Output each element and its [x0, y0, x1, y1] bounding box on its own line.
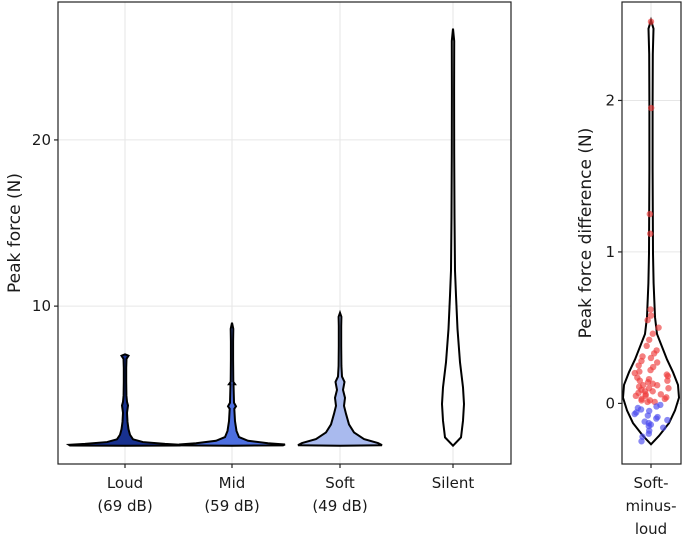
right-panel: 0 1 2 Soft-minus-loud [605, 1, 682, 538]
data-point [653, 403, 660, 410]
x-tick-label-0: Soft-minus-loud [625, 474, 676, 538]
data-point [646, 336, 653, 343]
x-tick-label-line: Mid [219, 474, 246, 492]
x-tick-label-line: (49 dB) [312, 497, 367, 515]
data-point [647, 366, 654, 374]
data-point [644, 398, 651, 406]
data-point [647, 18, 655, 25]
violin-0 [65, 353, 185, 447]
x-tick-label-line: Soft [325, 474, 355, 492]
data-point [664, 416, 671, 424]
violin-1 [178, 322, 286, 447]
violin-3 [440, 28, 466, 448]
data-point [644, 316, 651, 324]
x-tick-label-line: loud [635, 520, 667, 538]
data-point [655, 324, 662, 331]
data-point [644, 412, 652, 419]
data-point [638, 438, 645, 445]
data-point [647, 104, 655, 112]
right-y-axis-title: Peak force difference (N) [576, 128, 596, 339]
data-point [649, 388, 656, 395]
data-point [653, 382, 661, 389]
data-point [653, 415, 660, 422]
data-point [646, 210, 654, 218]
data-point [664, 377, 671, 384]
data-point [665, 385, 672, 392]
data-point [647, 306, 654, 313]
x-tick-label-2: Soft (49 dB) [312, 474, 367, 515]
data-point [647, 312, 655, 319]
y-tick-label-1: 1 [605, 243, 615, 261]
x-tick-label-line: Silent [432, 474, 475, 492]
x-tick-label-line: minus- [625, 497, 676, 515]
left-y-axis-title: Peak force (N) [5, 173, 25, 293]
data-point [635, 362, 642, 369]
x-tick-label-line: Loud [107, 474, 143, 492]
data-point [645, 430, 653, 437]
x-tick-label-0: Loud (69 dB) [97, 474, 152, 515]
data-point [659, 424, 667, 431]
data-point [647, 230, 654, 237]
plot-frame [57, 1, 512, 465]
x-tick-label-3: Silent [432, 474, 475, 492]
data-point [643, 342, 650, 350]
data-point [636, 377, 644, 384]
left-panel: 10 20 Loud (69 dB) Mid (59 dB) Soft (49 dB) Sile… [32, 1, 512, 515]
violin-2 [297, 309, 383, 447]
data-point [637, 406, 645, 413]
data-point [632, 392, 640, 400]
x-tick-label-line: Soft- [633, 474, 668, 492]
y-tick-label-0: 10 [32, 297, 51, 315]
y-tick-label-0: 0 [605, 394, 615, 412]
data-point [631, 410, 638, 418]
y-tick-label-2: 2 [605, 91, 615, 109]
data-point [661, 395, 669, 403]
data-point [650, 350, 658, 357]
data-point [653, 359, 661, 366]
data-point [657, 391, 665, 398]
data-point [638, 397, 645, 404]
data-point [649, 330, 656, 337]
x-tick-label-line: (59 dB) [204, 497, 259, 515]
data-point [647, 354, 655, 362]
x-tick-label-line: (69 dB) [97, 497, 152, 515]
y-tick-label-1: 20 [32, 131, 51, 149]
x-tick-label-1: Mid (59 dB) [204, 474, 259, 515]
